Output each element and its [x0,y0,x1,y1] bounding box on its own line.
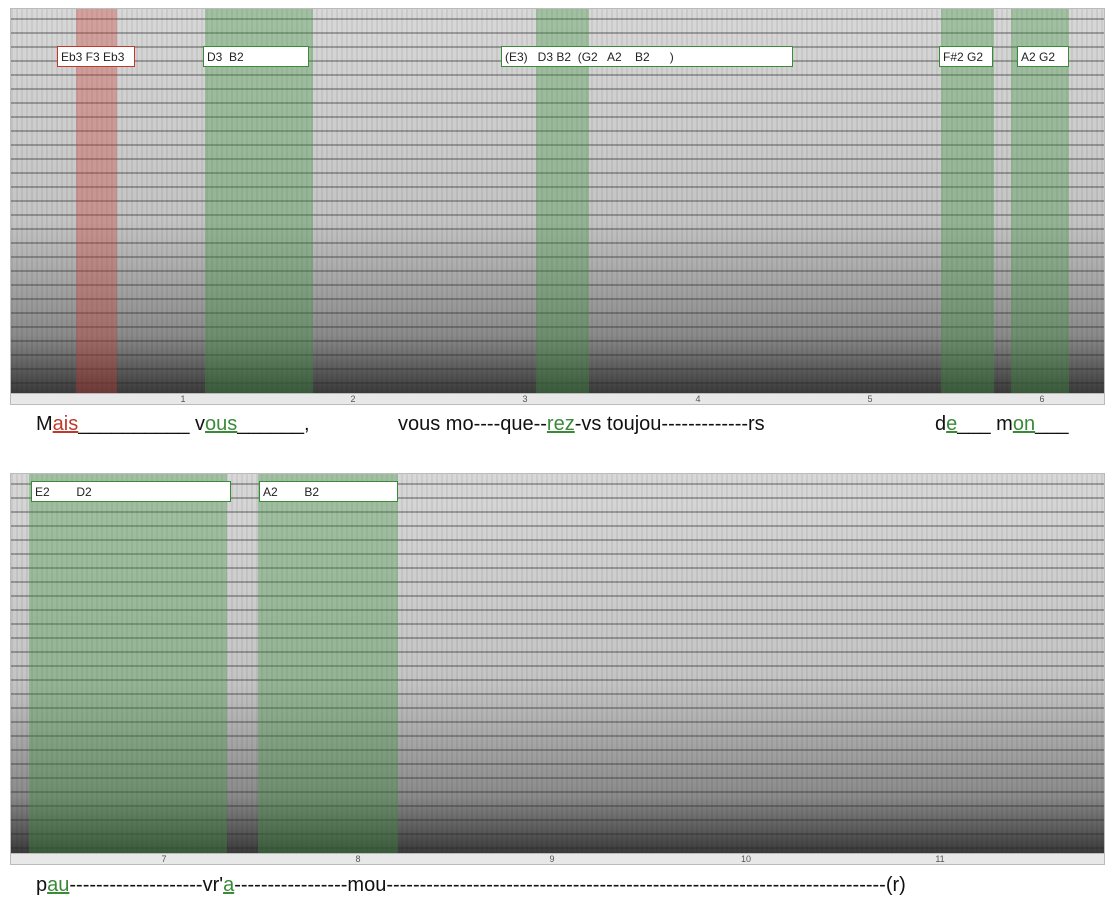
spectrogram: Eb3 F3 Eb3 D3 B2 (E3) D3 B2 (G2 A2 B2 ) F#2… [10,8,1105,394]
lyric-text: M [36,413,53,435]
spectrogram: E2 D2 A2 B2 [10,473,1105,854]
lyrics: pau--------------------vr'a-------------… [36,874,906,897]
highlight-region [536,9,589,393]
lyric-text: --------------------vr' [69,874,224,896]
note-label: D3 B2 [203,46,309,67]
time-tick-label: 7 [161,854,167,864]
lyric-text: __________ v [78,413,206,435]
note-label: A2 G2 [1017,46,1069,67]
time-tick-label: 4 [695,394,701,404]
highlight-region [941,9,994,393]
lyrics: vous mo----que--rez-vs toujou-----------… [398,413,765,436]
time-tick-label: 6 [1039,394,1045,404]
note-label: F#2 G2 [939,46,993,67]
time-tick-label: 1 [180,394,186,404]
time-tick-label: 5 [867,394,873,404]
lyrics: de___ mon___ [935,413,1068,436]
time-axis: 7 8 9 10 11 [10,853,1105,865]
time-tick-label: 8 [355,854,361,864]
highlighted-syllable: a [223,874,235,896]
highlighted-syllable: ais [52,413,79,435]
highlight-region [205,9,313,393]
time-tick-label: 11 [935,854,945,864]
highlight-region [258,474,398,853]
note-label: Eb3 F3 Eb3 [57,46,135,67]
lyric-text: vous mo----que-- [398,413,547,435]
lyric-text: d [935,413,947,435]
lyric-text: ___ m [957,413,1013,435]
highlight-region [29,474,227,853]
highlighted-syllable: e [946,413,958,435]
note-label: (E3) D3 B2 (G2 A2 B2 ) [501,46,793,67]
time-tick-label: 9 [549,854,555,864]
time-tick-label: 3 [522,394,528,404]
lyric-text: -vs toujou-------------rs [574,413,765,435]
lyric-text: -----------------mou--------------------… [234,874,906,896]
highlight-region [76,9,117,393]
highlight-region [1011,9,1069,393]
time-tick-label: 10 [740,854,752,864]
highlighted-syllable: au [47,874,70,896]
note-label: A2 B2 [259,481,398,502]
lyric-text: ______, [237,413,310,435]
note-label: E2 D2 [31,481,231,502]
highlighted-syllable: on [1012,413,1036,435]
highlighted-syllable: ous [205,413,238,435]
lyrics: Mais__________ vous______, [36,413,310,436]
lyric-text: p [36,874,48,896]
time-tick-label: 2 [350,394,356,404]
highlighted-syllable: rez [546,413,575,435]
lyric-text: ___ [1035,413,1069,435]
time-axis: 1 2 3 4 5 6 [10,393,1105,405]
